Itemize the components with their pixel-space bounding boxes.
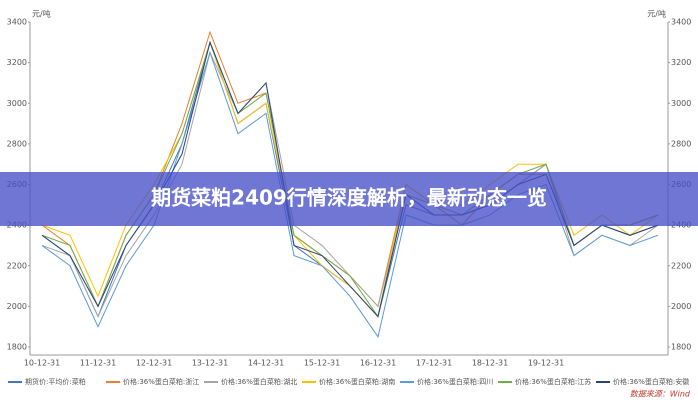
legend-label: 价格:36%蛋白菜粕:四川 (417, 377, 493, 386)
y-tick-label: 2800 (7, 139, 27, 148)
y-tick-label: 2000 (7, 302, 27, 311)
x-tick-label: 14-12-31 (248, 359, 284, 368)
y2-tick-label: 3400 (671, 18, 691, 27)
source: 数据来源：Wind (630, 390, 691, 399)
x-tick-label: 11-12-31 (80, 359, 116, 368)
x-tick-label: 16-12-31 (360, 359, 396, 368)
legend-label: 价格:36%蛋白菜粕:安徽 (613, 377, 689, 386)
legend-label: 价格:36%蛋白菜粕:江苏 (515, 377, 591, 386)
y2-tick-label: 3000 (671, 99, 691, 108)
y2-tick-label: 3200 (671, 58, 691, 67)
x-tick-label: 19-12-31 (528, 359, 564, 368)
y2-tick-label: 2800 (671, 139, 691, 148)
y-tick-label: 3000 (7, 99, 27, 108)
x-tick-label: 13-12-31 (192, 359, 228, 368)
y2-tick-label: 1800 (671, 343, 691, 352)
x-tick-label: 18-12-31 (472, 359, 508, 368)
banner-title: 期货菜粕2409行情深度解析，最新动态一览 (151, 186, 547, 210)
x-tick-label: 10-12-31 (24, 359, 60, 368)
y-tick-label: 3400 (7, 18, 27, 27)
y-tick-label: 3200 (7, 58, 27, 67)
legend: 期货价:平均价:菜粕 价格:36%蛋白菜粕:浙江 价格:36%蛋白菜粕:湖北 价格:3… (8, 377, 689, 386)
legend-label: 价格:36%蛋白菜粕:浙江 (123, 377, 199, 386)
x-tick-label: 15-12-31 (304, 359, 340, 368)
legend-label: 价格:36%蛋白菜粕:湖北 (221, 377, 297, 386)
x-tick-label: 12-12-31 (136, 359, 172, 368)
y-unit: 元/吨 (32, 9, 51, 19)
y2-tick-label: 2000 (671, 302, 691, 311)
y-tick-label: 1800 (7, 343, 27, 352)
x-tick-label: 17-12-31 (416, 359, 452, 368)
y-tick-label: 2200 (7, 261, 27, 270)
y2-tick-label: 2200 (671, 261, 691, 270)
legend-label: 价格:36%蛋白菜粕:湖南 (319, 377, 395, 386)
banner (0, 172, 698, 226)
legend-label: 期货价:平均价:菜粕 (25, 377, 86, 386)
y2-unit: 元/吨 (647, 9, 666, 19)
series-line (41, 30, 659, 308)
